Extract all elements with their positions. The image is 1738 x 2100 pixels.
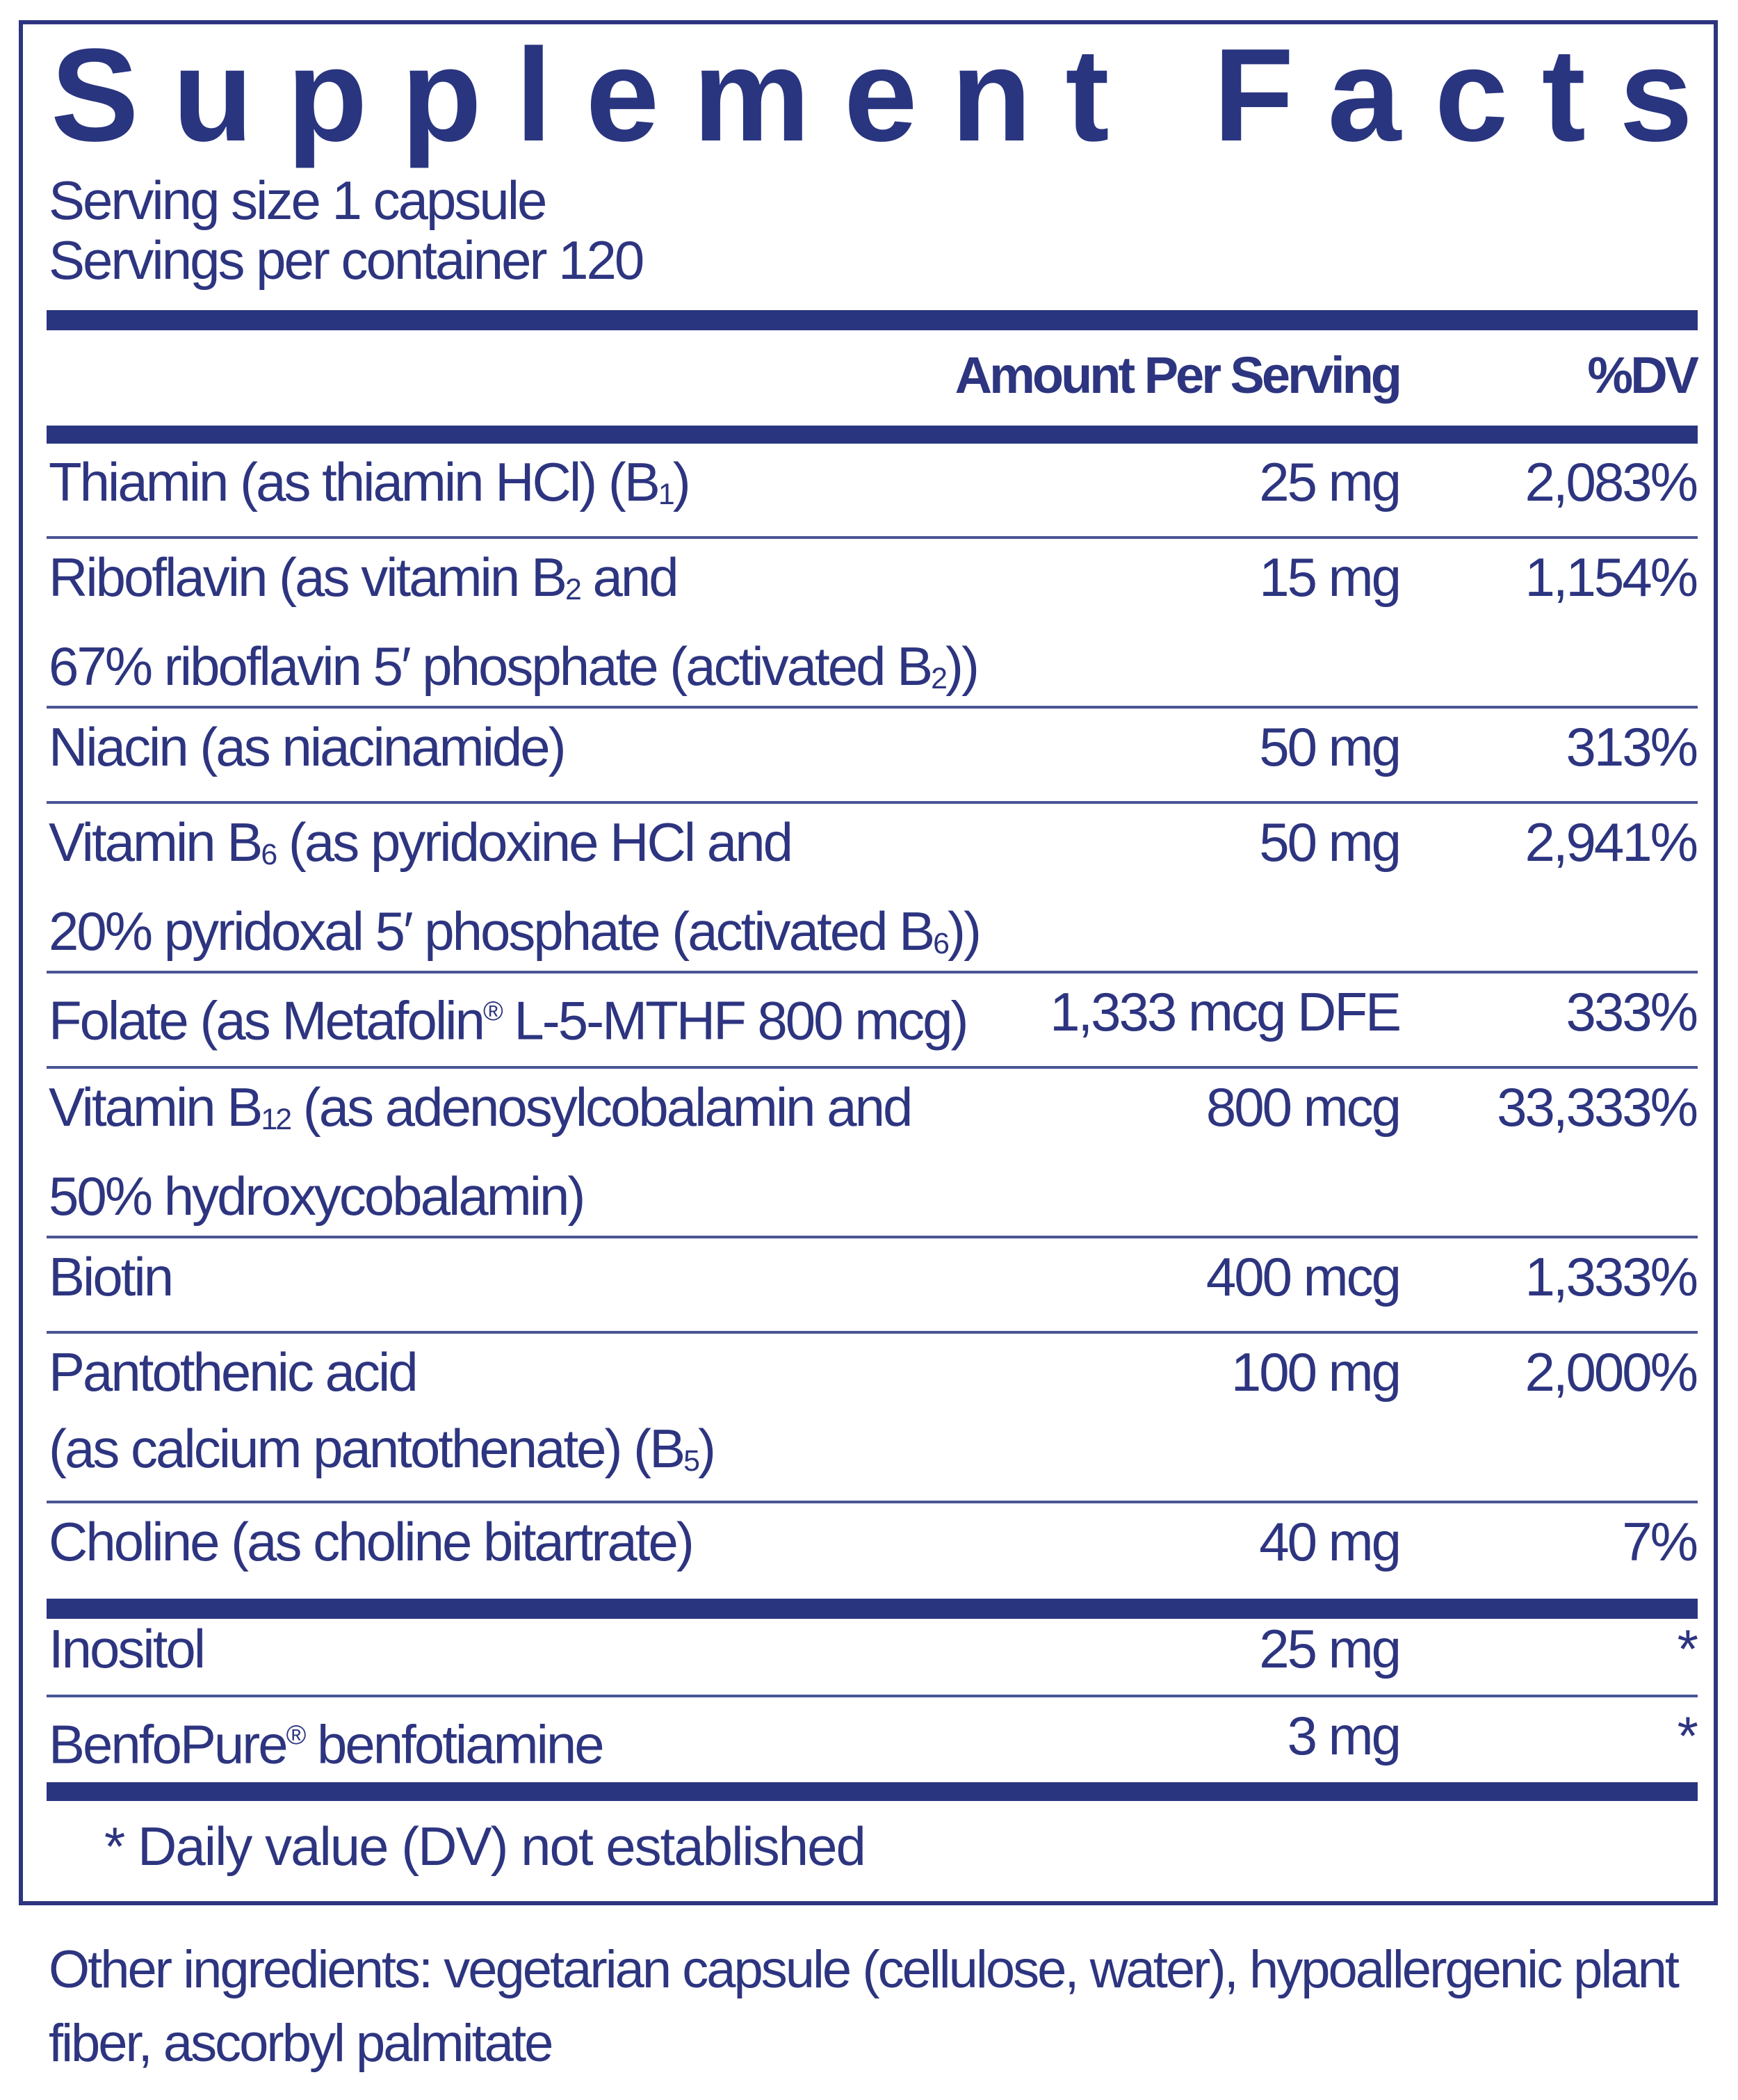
- percent-daily-value: 333%: [1566, 981, 1698, 1042]
- nutrient-name-part: 2: [931, 662, 948, 696]
- supplement-facts-panel: [19, 20, 1718, 1905]
- nutrient-name: Niacin (as niacinamide): [49, 709, 567, 785]
- servings-per-container: Servings per container 120: [49, 229, 644, 291]
- nutrient-row: Vitamin B12 (as adenosylcobalamin and 50%…: [47, 1069, 1698, 1238]
- nutrient-name-part: Folate (as Metafolin: [49, 990, 485, 1051]
- nutrient-name-part: )): [945, 636, 980, 697]
- dv-header: %DV: [1587, 346, 1699, 404]
- thick-divider: [47, 426, 1698, 444]
- nutrient-name: Inositol: [49, 1610, 206, 1687]
- other-ingredients: Other ingredients: vegetarian capsule (c…: [49, 1940, 1680, 2073]
- nutrient-name-part: Inositol: [49, 1618, 206, 1679]
- amount-per-serving: 3 mg: [1287, 1705, 1402, 1766]
- nutrient-name-part: and: [579, 547, 679, 608]
- percent-daily-value: 313%: [1566, 716, 1698, 777]
- nutrient-name-part: ): [698, 1418, 716, 1479]
- percent-daily-value: 2,941%: [1525, 811, 1698, 873]
- amount-per-serving: 40 mg: [1259, 1511, 1402, 1572]
- percent-daily-value: *: [1677, 1618, 1698, 1679]
- footnote: * Daily value (DV) not established: [104, 1816, 866, 1877]
- panel-title-svg: Supplement Facts: [51, 22, 1693, 169]
- percent-daily-value: 1,333%: [1525, 1246, 1698, 1307]
- percent-daily-value: 1,154%: [1525, 547, 1698, 608]
- nutrient-name-part: 6: [261, 838, 277, 872]
- nutrient-name-part: 12: [261, 1103, 292, 1137]
- nutrient-name: Vitamin B6 (as pyridoxine HCl and 20% pyr…: [49, 804, 982, 982]
- serving-size: Serving size 1 capsule: [49, 170, 547, 231]
- nutrient-name-part: Choline (as choline bitartrate): [49, 1511, 695, 1572]
- nutrient-name-part: 1: [658, 478, 675, 512]
- nutrient-row: Riboflavin (as vitamin B2 and 67% ribofla…: [47, 539, 1698, 709]
- nutrient-name-part: 50% hydroxycobalamin): [49, 1165, 585, 1227]
- amount-per-serving: 1,333 mcg DFE: [1050, 981, 1402, 1042]
- amount-per-serving-header: Amount Per Serving: [955, 346, 1402, 404]
- nutrient-name-part: (as calcium pantothenate) (B: [49, 1418, 685, 1479]
- nutrient-name: Vitamin B12 (as adenosylcobalamin and 50%…: [49, 1069, 913, 1234]
- nutrient-name-part: 67% riboflavin 5′ phosphate (activated B: [49, 636, 933, 697]
- nutrient-name-part: Pantothenic acid: [49, 1341, 419, 1403]
- nutrient-name-part: Thiamin (as thiamin HCl) (B: [49, 451, 660, 512]
- amount-per-serving: 25 mg: [1259, 1618, 1402, 1679]
- nutrient-row: Thiamin (as thiamin HCl) (B1) 25 mg 2,083%: [47, 444, 1698, 539]
- percent-daily-value: 2,000%: [1525, 1341, 1698, 1403]
- nutrient-table: Thiamin (as thiamin HCl) (B1) 25 mg 2,083%…: [47, 444, 1698, 1793]
- nutrient-row: Inositol 25 mg *: [47, 1618, 1698, 1697]
- nutrient-name-part: Niacin (as niacinamide): [49, 716, 567, 777]
- thick-divider: [47, 310, 1698, 330]
- nutrient-name-part: Vitamin B: [49, 1076, 263, 1138]
- percent-daily-value: 33,333%: [1497, 1076, 1698, 1138]
- nutrient-row: Pantothenic acid (as calcium pantothenate…: [47, 1334, 1698, 1503]
- percent-daily-value: 2,083%: [1525, 451, 1698, 512]
- amount-per-serving: 50 mg: [1259, 716, 1402, 777]
- nutrient-name-part: (as adenosylcobalamin and: [290, 1076, 913, 1138]
- nutrient-name-part: Biotin: [49, 1246, 174, 1307]
- thick-divider: [47, 1782, 1698, 1801]
- nutrient-row: Choline (as choline bitartrate) 40 mg 7%: [47, 1503, 1698, 1599]
- nutrient-row: Folate (as Metafolin® L-5-MTHF 800 mcg) 1…: [47, 974, 1698, 1069]
- nutrient-name-part: 6: [933, 927, 950, 961]
- nutrient-row: Vitamin B6 (as pyridoxine HCl and 20% pyr…: [47, 804, 1698, 974]
- nutrient-name-part: 2: [565, 573, 582, 607]
- nutrient-name: Thiamin (as thiamin HCl) (B1): [49, 444, 691, 533]
- nutrient-name-part: )): [948, 900, 982, 962]
- nutrient-name-part: ®: [286, 1720, 307, 1750]
- percent-daily-value: *: [1677, 1705, 1698, 1766]
- nutrient-name-part: ®: [482, 996, 503, 1026]
- nutrient-name-part: Riboflavin (as vitamin B: [49, 547, 567, 608]
- thick-divider: [47, 1599, 1698, 1619]
- nutrient-name-part: 5: [683, 1444, 700, 1478]
- nutrient-row: Biotin 400 mcg 1,333%: [47, 1238, 1698, 1334]
- nutrient-name-part: ): [672, 451, 691, 512]
- nutrient-name-part: BenfoPure: [49, 1713, 289, 1775]
- nutrient-name: Biotin: [49, 1238, 174, 1315]
- amount-per-serving: 400 mcg: [1205, 1246, 1402, 1307]
- nutrient-name-part: 20% pyridoxal 5′ phosphate (activated B: [49, 900, 935, 962]
- nutrient-name-part: Vitamin B: [49, 811, 263, 873]
- amount-per-serving: 50 mg: [1259, 811, 1402, 873]
- nutrient-name: Folate (as Metafolin® L-5-MTHF 800 mcg): [49, 974, 969, 1058]
- percent-daily-value: 7%: [1622, 1511, 1698, 1572]
- amount-per-serving: 25 mg: [1259, 451, 1402, 512]
- amount-per-serving: 100 mg: [1231, 1341, 1402, 1403]
- nutrient-row: BenfoPure® benfotiamine 3 mg *: [47, 1697, 1698, 1793]
- nutrient-name-part: L-5-MTHF 800 mcg): [501, 990, 968, 1051]
- nutrient-name-part: benfotiamine: [304, 1713, 605, 1775]
- nutrient-name: Choline (as choline bitartrate): [49, 1503, 695, 1580]
- panel-title: Supplement Facts: [51, 22, 1693, 169]
- amount-per-serving: 15 mg: [1259, 547, 1402, 608]
- nutrient-name: Pantothenic acid (as calcium pantothenate…: [49, 1334, 716, 1499]
- nutrient-name-part: (as pyridoxine HCl and: [275, 811, 793, 873]
- nutrient-name: BenfoPure® benfotiamine: [49, 1697, 605, 1782]
- nutrient-name: Riboflavin (as vitamin B2 and 67% ribofla…: [49, 539, 980, 717]
- nutrient-row: Niacin (as niacinamide) 50 mg 313%: [47, 709, 1698, 804]
- amount-per-serving: 800 mcg: [1205, 1076, 1402, 1138]
